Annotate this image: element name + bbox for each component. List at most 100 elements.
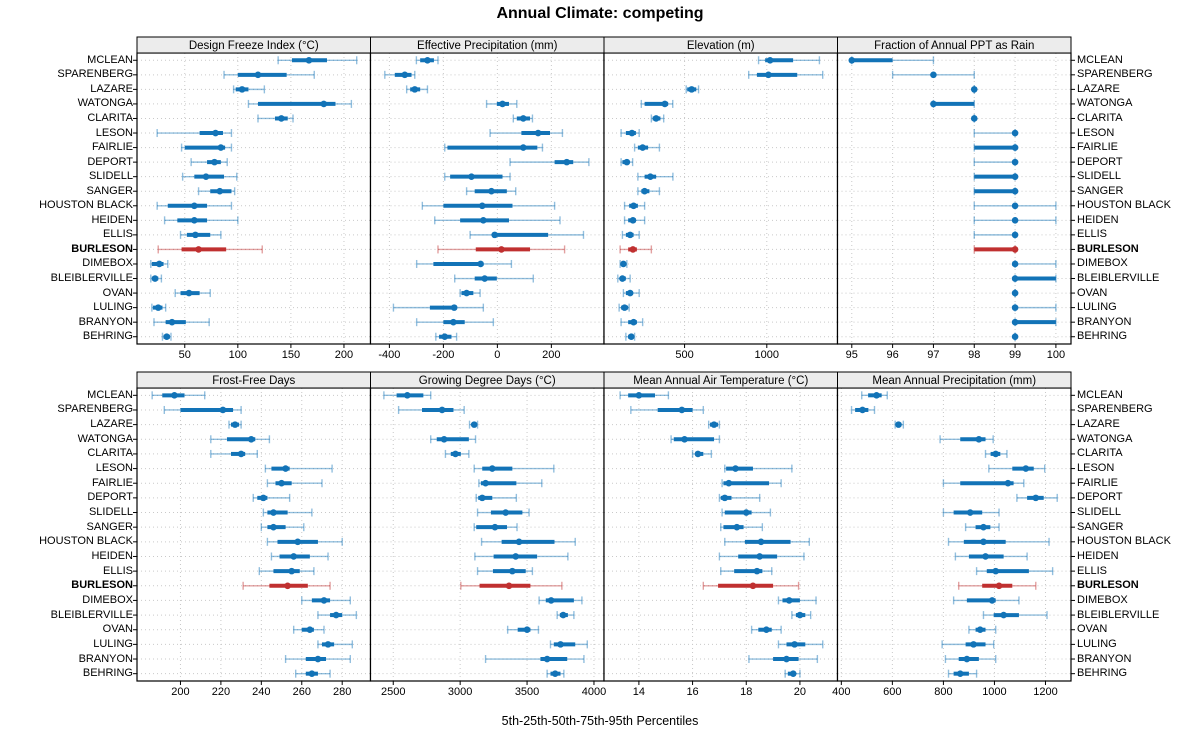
site-label-left: WATONGA bbox=[77, 432, 133, 445]
percentile-row-ellis bbox=[621, 230, 640, 239]
median-dot bbox=[628, 129, 636, 137]
median-dot bbox=[450, 304, 458, 311]
median-dot bbox=[217, 144, 225, 151]
percentile-row-leson bbox=[489, 129, 564, 138]
median-dot bbox=[1022, 465, 1030, 472]
x-tick-label: -400 bbox=[378, 349, 400, 361]
percentile-row-behring bbox=[294, 669, 331, 678]
site-label-right: DEPORT bbox=[1077, 491, 1123, 504]
percentile-row-slidell bbox=[262, 508, 313, 517]
site-label-left: SLIDELL bbox=[88, 506, 133, 519]
site-label-right: MCLEAN bbox=[1077, 53, 1123, 66]
percentile-row-fairlie bbox=[942, 479, 1025, 488]
percentile-row-mclean bbox=[151, 391, 206, 400]
percentile-row-fairlie bbox=[633, 143, 661, 152]
median-dot bbox=[308, 670, 316, 677]
percentile-row-sparenberg bbox=[223, 70, 315, 79]
median-dot bbox=[630, 202, 637, 210]
site-label-right: HEIDEN bbox=[1077, 213, 1119, 226]
percentile-row-houston-black bbox=[266, 537, 343, 546]
strip-title: Fraction of Annual PPT as Rain bbox=[874, 40, 1034, 52]
site-label-right: DIMEBOX bbox=[1077, 257, 1128, 270]
percentile-row-deport bbox=[475, 493, 518, 502]
median-dot bbox=[995, 582, 1003, 590]
median-dot bbox=[641, 187, 648, 195]
site-label-left: LAZARE bbox=[90, 82, 133, 95]
median-dot bbox=[1032, 494, 1040, 502]
median-dot bbox=[620, 260, 627, 268]
percentile-row-sanger bbox=[637, 187, 661, 196]
percentile-row-deport bbox=[252, 493, 291, 502]
percentile-row-bleiblerville bbox=[791, 611, 812, 620]
percentile-row-leson bbox=[988, 464, 1046, 473]
percentile-row-sparenberg bbox=[384, 70, 416, 79]
x-tick-label: 150 bbox=[282, 349, 300, 361]
x-tick-label: 14 bbox=[633, 686, 645, 698]
median-dot bbox=[970, 641, 977, 648]
percentile-row-slidell bbox=[942, 508, 1000, 517]
percentile-row-deport bbox=[973, 158, 1019, 167]
median-dot bbox=[930, 71, 937, 79]
median-dot bbox=[629, 217, 637, 224]
percentile-row-branyon bbox=[415, 318, 495, 327]
percentile-row-heiden bbox=[973, 216, 1057, 225]
strip-title: Frost-Free Days bbox=[212, 375, 295, 387]
percentile-row-fairlie bbox=[444, 143, 544, 152]
percentile-row-luling bbox=[941, 640, 995, 649]
percentile-row-branyon bbox=[484, 655, 585, 664]
site-label-right: FAIRLIE bbox=[1077, 476, 1118, 489]
site-label-left: ELLIS bbox=[103, 228, 133, 241]
site-label-right: LAZARE bbox=[1077, 82, 1120, 95]
strip-title: Effective Precipitation (mm) bbox=[417, 40, 558, 52]
median-dot bbox=[629, 246, 637, 253]
site-label-left: HEIDEN bbox=[91, 549, 133, 562]
median-dot bbox=[463, 289, 470, 297]
percentile-row-leson bbox=[724, 464, 793, 473]
median-dot bbox=[859, 406, 866, 414]
site-label-right: WATONGA bbox=[1077, 432, 1133, 445]
percentiles-caption: 5th-25th-50th-75th-95th Percentiles bbox=[501, 714, 699, 728]
percentile-row-ovan bbox=[174, 289, 211, 298]
median-dot bbox=[791, 641, 798, 648]
median-dot bbox=[185, 289, 193, 297]
site-label-left: BRANYON bbox=[78, 652, 133, 665]
median-dot bbox=[488, 187, 495, 195]
percentile-row-branyon bbox=[944, 655, 997, 664]
site-label-left: DEPORT bbox=[87, 491, 133, 504]
median-dot bbox=[1011, 158, 1019, 166]
median-dot bbox=[219, 406, 227, 414]
site-label-right: LULING bbox=[1077, 637, 1117, 650]
percentile-row-burleson bbox=[973, 245, 1019, 254]
median-dot bbox=[452, 450, 459, 458]
site-label-right: DEPORT bbox=[1077, 155, 1123, 168]
x-tick-label: 200 bbox=[335, 349, 353, 361]
median-dot bbox=[742, 509, 750, 516]
median-dot bbox=[639, 144, 646, 151]
percentile-row-clarita bbox=[257, 114, 294, 123]
median-dot bbox=[1011, 231, 1019, 239]
site-label-right: LESON bbox=[1077, 126, 1115, 139]
site-label-right: SPARENBERG bbox=[1077, 403, 1153, 416]
percentile-row-deport bbox=[718, 493, 761, 502]
site-label-left: OVAN bbox=[102, 623, 133, 636]
median-dot bbox=[559, 611, 567, 619]
percentile-row-houston-black bbox=[156, 201, 233, 210]
percentile-row-sanger bbox=[260, 523, 305, 532]
percentile-row-ellis bbox=[258, 567, 315, 576]
percentile-row-sparenberg bbox=[748, 70, 824, 79]
panel-background bbox=[137, 388, 371, 681]
x-tick-label: 0 bbox=[494, 349, 500, 361]
median-dot bbox=[1011, 217, 1019, 224]
site-label-right: ELLIS bbox=[1077, 228, 1107, 241]
percentile-row-heiden bbox=[954, 552, 1028, 561]
site-label-right: LESON bbox=[1077, 462, 1115, 475]
x-tick-label: 100 bbox=[1047, 349, 1065, 361]
site-label-left: CLARITA bbox=[87, 447, 133, 460]
median-dot bbox=[1011, 333, 1019, 341]
median-dot bbox=[753, 567, 761, 575]
percentile-row-heiden bbox=[163, 216, 239, 225]
panel-mean-annual-air-temperature-c-: Mean Annual Air Temperature (°C) 14 16 18 20 bbox=[603, 371, 839, 698]
median-dot bbox=[757, 538, 765, 546]
